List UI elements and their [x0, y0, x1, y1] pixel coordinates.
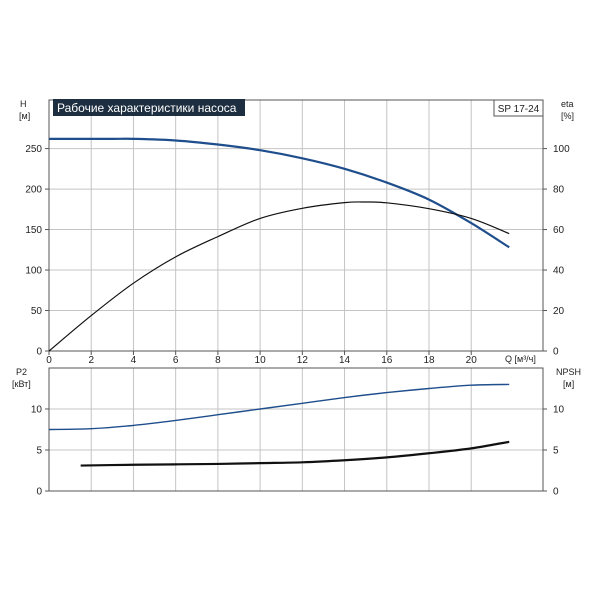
upper-left-tick-label: 50 [31, 306, 43, 317]
upper-series [48, 137, 510, 352]
x-tick-label: 2 [88, 355, 94, 366]
x-tick-label: 12 [297, 355, 309, 366]
upper-left-tick-label: 200 [25, 185, 42, 196]
x-axis-label: Q [м³/ч] [505, 354, 536, 364]
upper-left-tick-label: 0 [36, 347, 42, 358]
upper-grid [49, 100, 543, 351]
upper-left-tick-label: 100 [25, 266, 42, 277]
lower-left-tick-label: 0 [36, 487, 42, 498]
x-tick-label: 18 [423, 355, 435, 366]
upper-left-tick-label: 150 [25, 225, 42, 236]
upper-right-tick-label: 100 [553, 144, 570, 155]
title-box [53, 99, 245, 116]
model-box [493, 99, 544, 117]
lower-series-line-1 [48, 383, 510, 431]
lower-plot-frame [48, 367, 544, 492]
upper-plot-frame [48, 99, 544, 352]
npsh-label: NPSH [556, 367, 581, 377]
lower-series-line-2 [80, 440, 510, 467]
y-right-label: eta [561, 99, 574, 109]
lower-left-tick-label: 10 [31, 405, 43, 416]
p2-unit: [кВт] [12, 379, 31, 389]
lower-right-ticks: 0 5 10 [543, 405, 565, 498]
y-right-unit: [%] [561, 111, 574, 121]
y-left-unit: [м] [19, 111, 30, 121]
upper-panel: 0 2 4 6 8 10 12 14 16 18 20 0 50 100 150 200 250 0 20 40 6… [19, 99, 574, 366]
upper-series-line-2 [48, 201, 510, 352]
lower-grid [49, 368, 543, 491]
upper-right-tick-label: 60 [553, 225, 565, 236]
x-tick-label: 14 [339, 355, 351, 366]
lower-panel: 0 5 10 0 5 10 P2 [кВт] NPSH [м] [12, 367, 581, 498]
upper-right-tick-label: 80 [553, 185, 565, 196]
lower-right-tick-label: 10 [553, 405, 565, 416]
upper-right-tick-label: 20 [553, 306, 565, 317]
upper-left-tick-label: 250 [25, 144, 42, 155]
x-tick-label: 0 [46, 355, 52, 366]
p2-label: P2 [16, 367, 27, 377]
x-tick-label: 6 [173, 355, 179, 366]
x-tick-label: 10 [255, 355, 267, 366]
npsh-unit: [м] [563, 379, 574, 389]
chart-title: Рабочие характеристики насоса [57, 101, 237, 115]
lower-right-tick-label: 5 [553, 446, 559, 457]
x-tick-label: 8 [215, 355, 221, 366]
x-tick-label: 4 [131, 355, 137, 366]
lower-left-tick-label: 5 [36, 446, 42, 457]
upper-right-tick-label: 40 [553, 266, 565, 277]
y-left-label: H [20, 99, 27, 109]
upper-x-ticks: 0 2 4 6 8 10 12 14 16 18 20 [46, 351, 477, 366]
x-tick-label: 16 [381, 355, 393, 366]
upper-series-line-1 [49, 137, 510, 249]
x-tick-label: 20 [466, 355, 478, 366]
upper-right-tick-label: 0 [553, 347, 559, 358]
model-label: SP 17-24 [498, 104, 540, 115]
upper-right-ticks: 0 20 40 60 80 100 [543, 144, 570, 358]
upper-left-ticks: 0 50 100 150 200 250 [25, 144, 49, 358]
lower-right-tick-label: 0 [553, 487, 559, 498]
lower-left-ticks: 0 5 10 [31, 405, 49, 498]
lower-series [48, 383, 510, 467]
